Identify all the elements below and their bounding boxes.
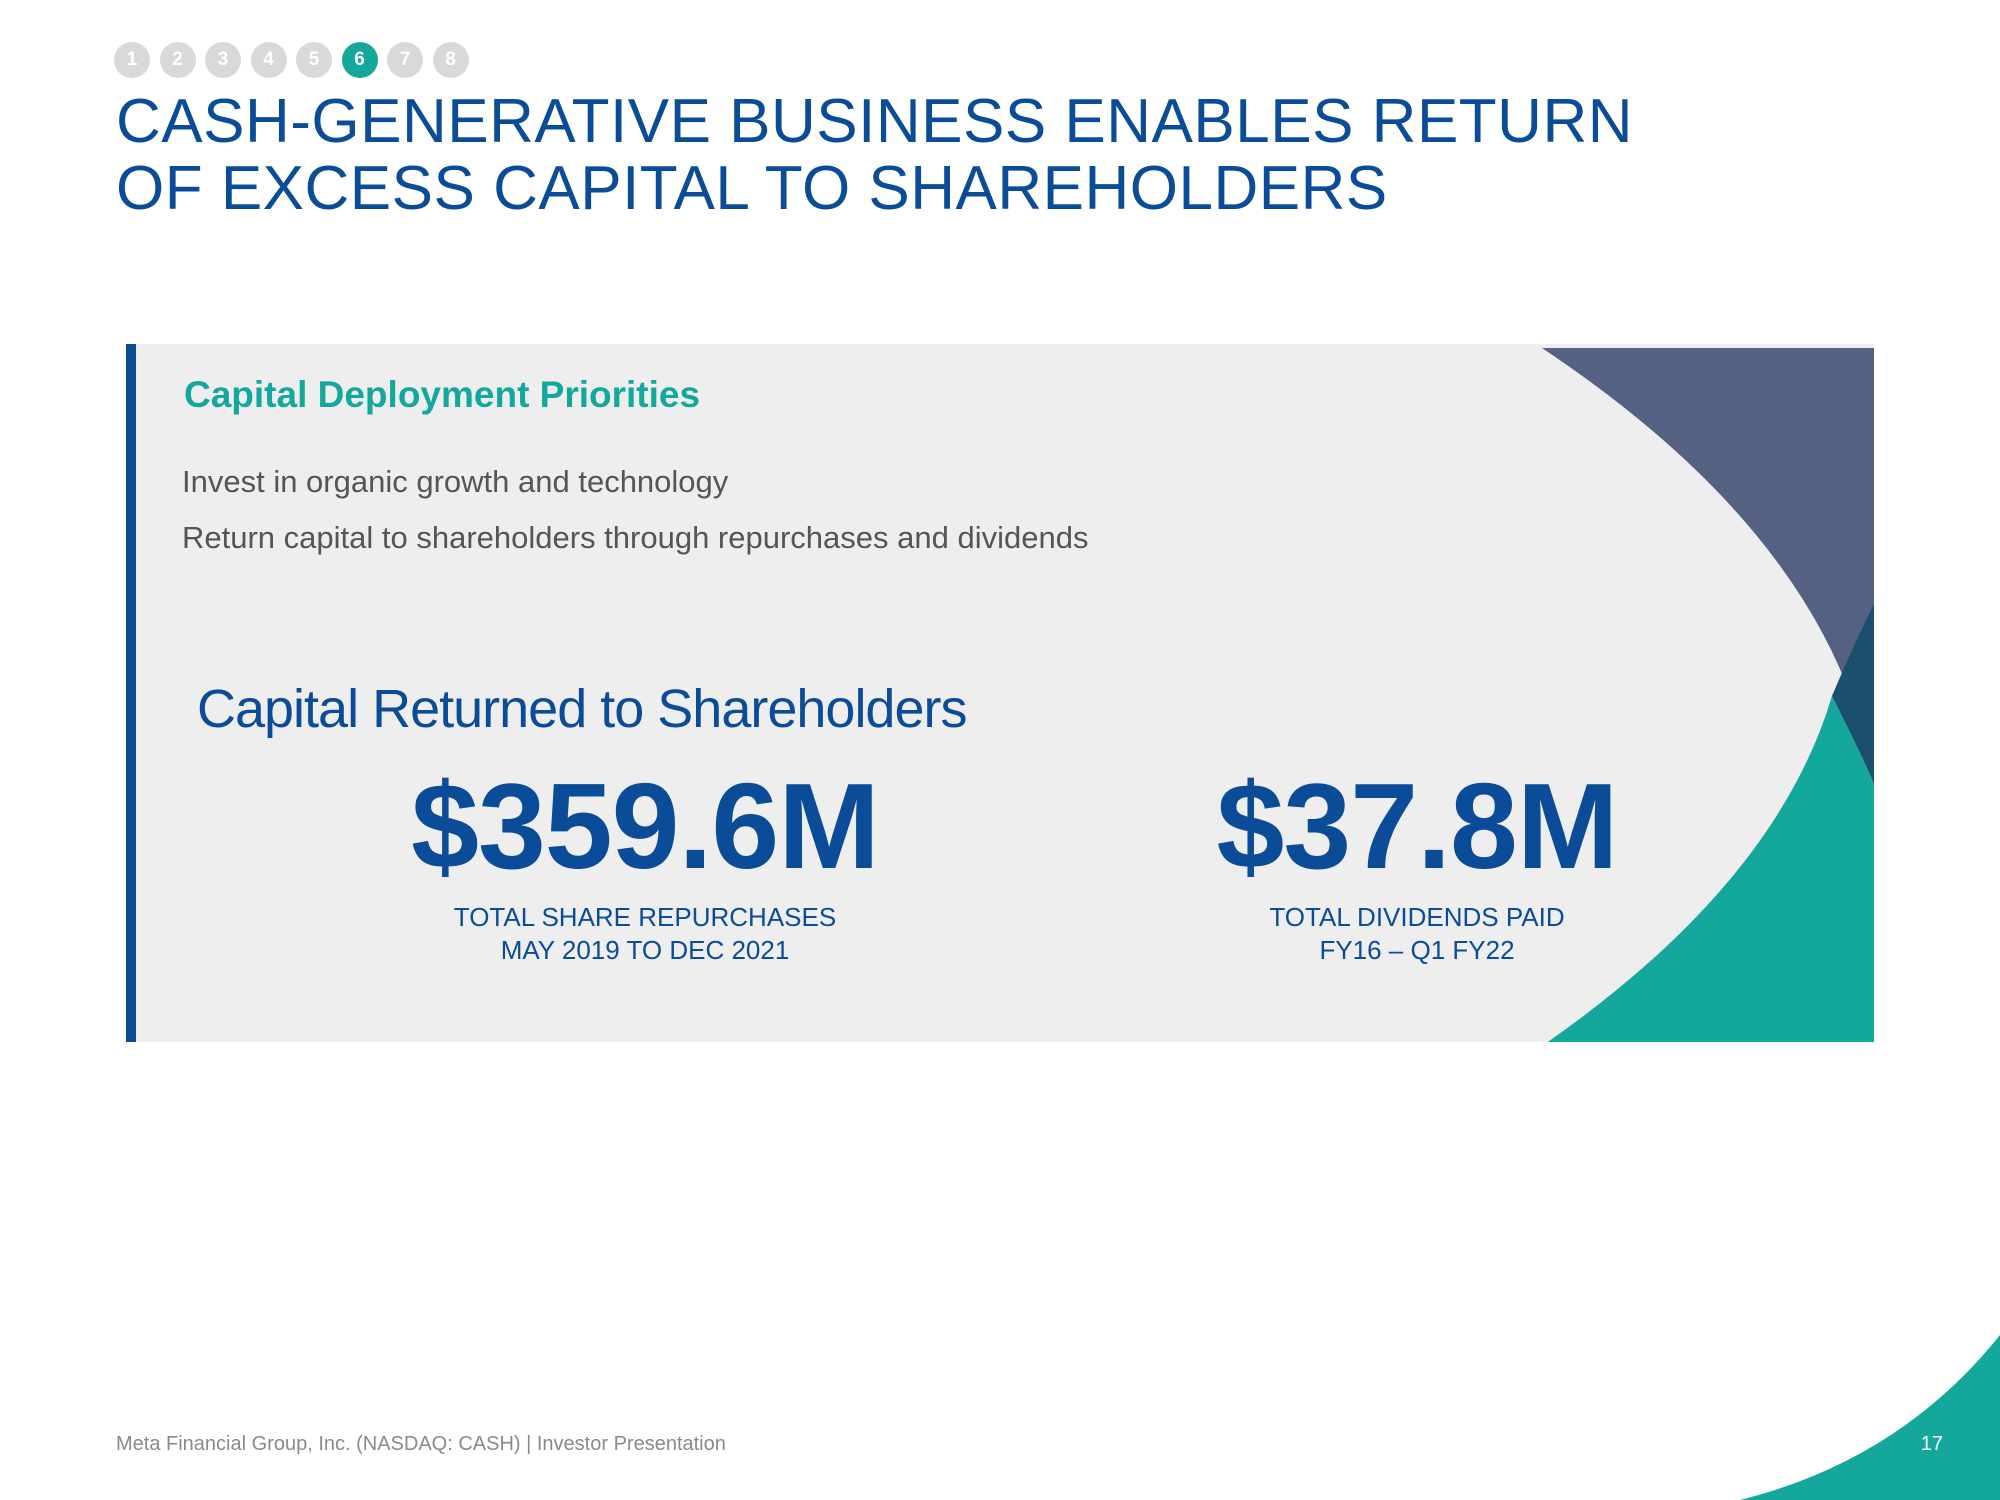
metric-label-line-2: MAY 2019 TO DEC 2021 [500,935,790,965]
nav-section-2[interactable]: 2 [159,42,196,78]
footer-text: Meta Financial Group, Inc. (NASDAQ: CASH… [116,1433,726,1455]
metric-label-line-1: TOTAL SHARE REPURCHASES [453,902,837,932]
nav-section-6-active[interactable]: 6 [341,42,378,78]
page-title: CASH-GENERATIVE BUSINESS ENABLES RETURN … [116,88,1716,222]
nav-section-5[interactable]: 5 [296,42,332,78]
nav-section-7[interactable]: 7 [387,42,423,78]
teal-arc-shape [1547,696,1874,1042]
nav-section-8[interactable]: 8 [432,42,469,78]
panel-accent-bar [126,344,136,1042]
metric-label-line-1: TOTAL DIVIDENDS PAID [1269,902,1565,932]
panel-decoration-shapes [1542,348,1874,1042]
metric-value: $359.6M [411,758,880,894]
priority-item: Invest in organic growth and technology [182,464,729,499]
dividends-metric: $37.8M TOTAL DIVIDENDS PAID FY16 – Q1 FY… [1097,764,1737,967]
capital-panel: Capital Deployment Priorities Invest in … [126,344,1874,1042]
nav-section-4[interactable]: 4 [250,42,287,78]
page-title-line-2: OF EXCESS CAPITAL TO SHAREHOLDERS [116,154,1388,223]
nav-section-1[interactable]: 1 [114,42,150,78]
priority-item: Return capital to shareholders through r… [182,520,1089,555]
slate-arc-shape [1542,348,1874,784]
returns-heading: Capital Returned to Shareholders [197,679,967,739]
priorities-heading: Capital Deployment Priorities [184,374,701,415]
metric-value: $37.8M [1216,758,1619,894]
corner-teal-shape [1740,1335,2000,1500]
metric-label-line-2: FY16 – Q1 FY22 [1319,935,1515,965]
metric-label: TOTAL DIVIDENDS PAID FY16 – Q1 FY22 [1097,901,1737,967]
share-repurchases-metric: $359.6M TOTAL SHARE REPURCHASES MAY 2019… [325,764,965,967]
page-title-line-1: CASH-GENERATIVE BUSINESS ENABLES RETURN [116,87,1634,156]
metric-label: TOTAL SHARE REPURCHASES MAY 2019 TO DEC … [325,901,965,967]
nav-section-3[interactable]: 3 [205,42,241,78]
overlap-shape [1832,604,1874,784]
section-nav: 1 2 3 4 5 6 7 8 [114,42,469,78]
page-number: 17 [1920,1433,1943,1455]
